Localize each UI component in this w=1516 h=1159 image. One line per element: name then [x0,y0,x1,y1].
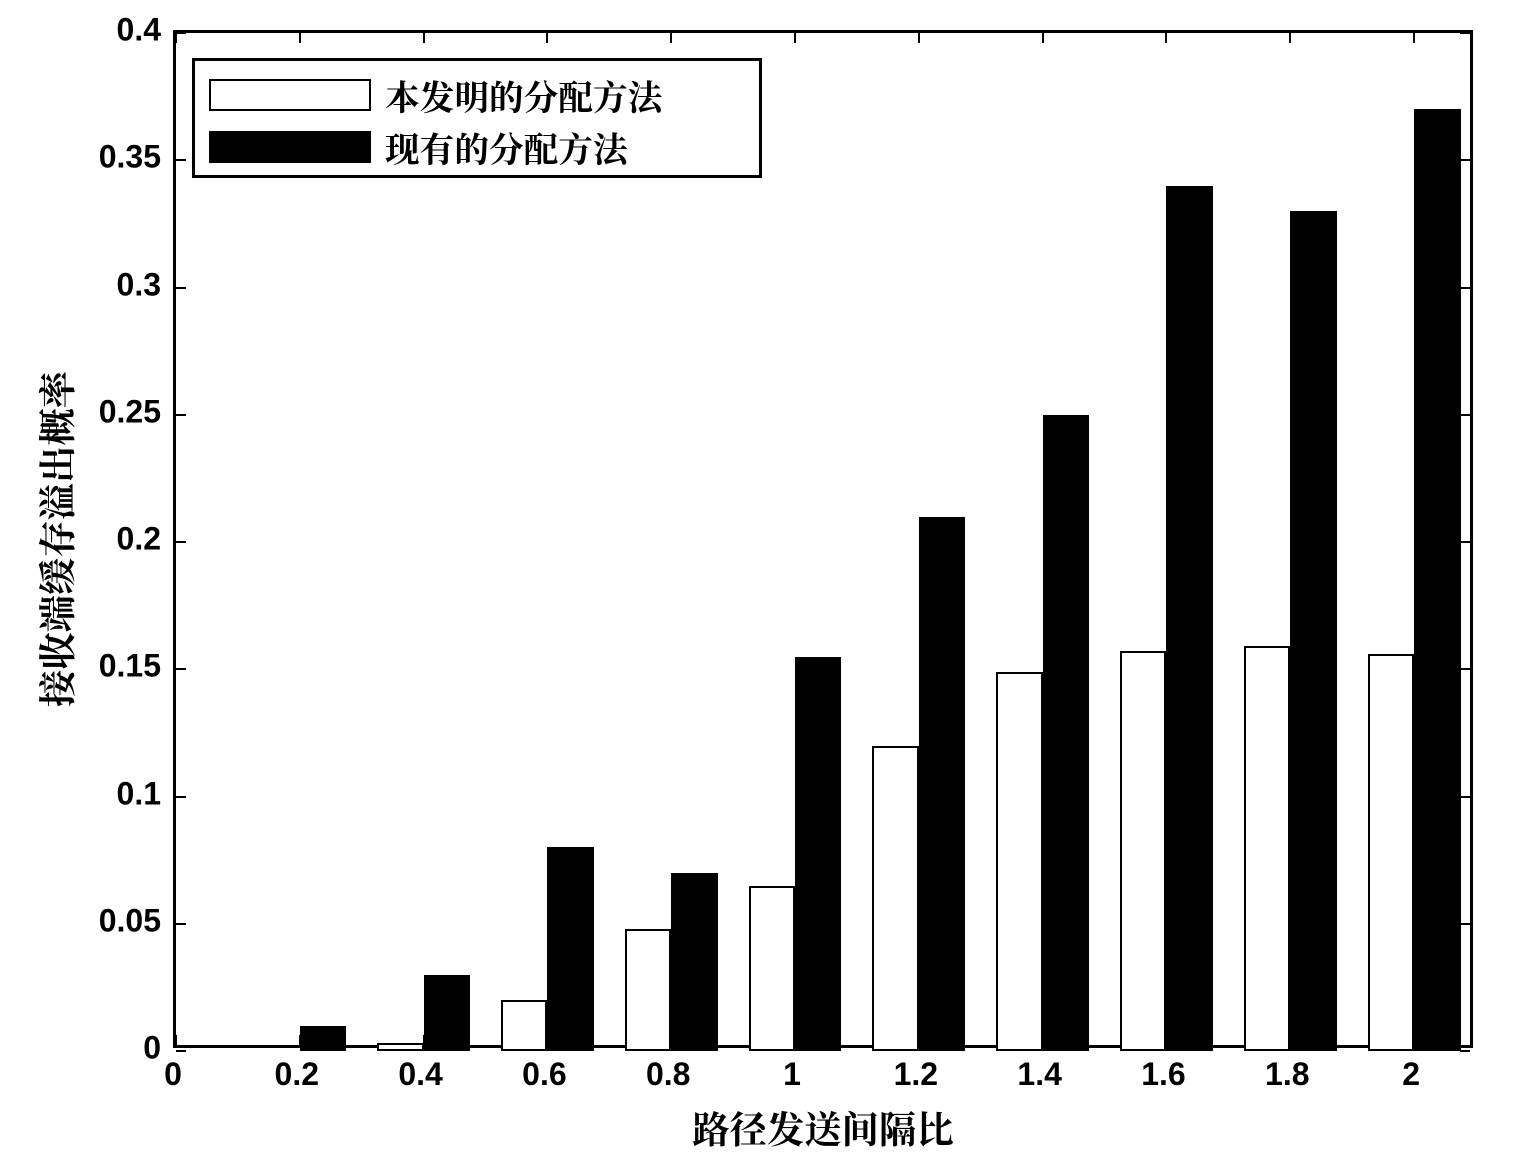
y-tick [1460,32,1470,34]
bar-proposed [872,746,918,1051]
bar-existing [424,975,470,1051]
bar-proposed [625,929,671,1051]
x-tick [1042,33,1044,43]
y-axis-label: 接收端缓存溢出概率 [28,371,82,707]
y-tick [176,414,186,416]
y-tick-label: 0.25 [99,393,161,430]
y-tick-label: 0.35 [99,139,161,176]
y-tick [176,1050,186,1052]
bar-existing [671,873,717,1051]
y-tick-label: 0.3 [117,266,161,303]
y-tick-label: 0.1 [117,775,161,812]
bar-proposed [377,1043,423,1051]
figure: 路径发送间隔比 接收端缓存溢出概率 本发明的分配方法现有的分配方法 0 0.2 0.… [0,0,1516,1159]
x-tick [1165,33,1167,43]
plot-area [173,30,1473,1048]
y-tick [1460,796,1470,798]
bar-existing [1166,186,1212,1051]
x-axis-label: 路径发送间隔比 [692,1100,953,1154]
x-tick-label: 1.4 [1017,1056,1061,1093]
x-tick-label: 0.2 [275,1056,319,1093]
y-tick-label: 0.05 [99,902,161,939]
legend-swatch [209,79,371,111]
y-tick [1460,287,1470,289]
y-tick-label: 0.4 [117,12,161,49]
bar-existing [1290,211,1336,1051]
y-tick [1460,159,1470,161]
y-tick [1460,923,1470,925]
x-tick-label: 1.2 [894,1056,938,1093]
x-tick [175,1035,177,1045]
x-tick-label: 0.6 [522,1056,566,1093]
y-tick [176,32,186,34]
y-tick-label: 0 [143,1030,161,1067]
legend-entry: 现有的分配方法 [209,121,745,173]
y-tick [176,923,186,925]
bar-proposed [1244,646,1290,1051]
bar-existing [1414,109,1460,1051]
legend: 本发明的分配方法现有的分配方法 [192,58,762,178]
x-tick-label: 0.4 [398,1056,442,1093]
x-tick-label: 1 [783,1056,801,1093]
y-tick [176,159,186,161]
y-tick [176,287,186,289]
bar-existing [547,847,593,1051]
y-tick [1460,414,1470,416]
legend-label: 现有的分配方法 [385,122,628,172]
y-tick [176,796,186,798]
y-tick [1460,541,1470,543]
x-tick-label: 0.8 [646,1056,690,1093]
x-tick-label: 2 [1402,1056,1420,1093]
bar-existing [300,1026,346,1051]
x-tick [546,33,548,43]
bar-proposed [1120,651,1166,1051]
y-tick [1460,1050,1470,1052]
bar-existing [1043,415,1089,1051]
x-tick-label: 0 [164,1056,182,1093]
bar-existing [795,657,841,1051]
bar-proposed [749,886,795,1051]
x-tick-label: 1.8 [1265,1056,1309,1093]
x-tick [175,33,177,43]
y-tick [1460,668,1470,670]
x-tick [794,33,796,43]
bar-proposed [1368,654,1414,1051]
bar-proposed [996,672,1042,1051]
y-tick-label: 0.2 [117,521,161,558]
x-tick [299,33,301,43]
x-tick-label: 1.6 [1141,1056,1185,1093]
x-tick [1413,33,1415,43]
x-tick [1289,33,1291,43]
y-tick [176,668,186,670]
bar-existing [919,517,965,1051]
legend-label: 本发明的分配方法 [385,70,662,120]
bar-proposed [501,1000,547,1051]
legend-entry: 本发明的分配方法 [209,69,745,121]
y-tick [176,541,186,543]
x-tick [423,33,425,43]
legend-swatch [209,131,371,163]
y-tick-label: 0.15 [99,648,161,685]
x-tick [918,33,920,43]
x-tick [670,33,672,43]
